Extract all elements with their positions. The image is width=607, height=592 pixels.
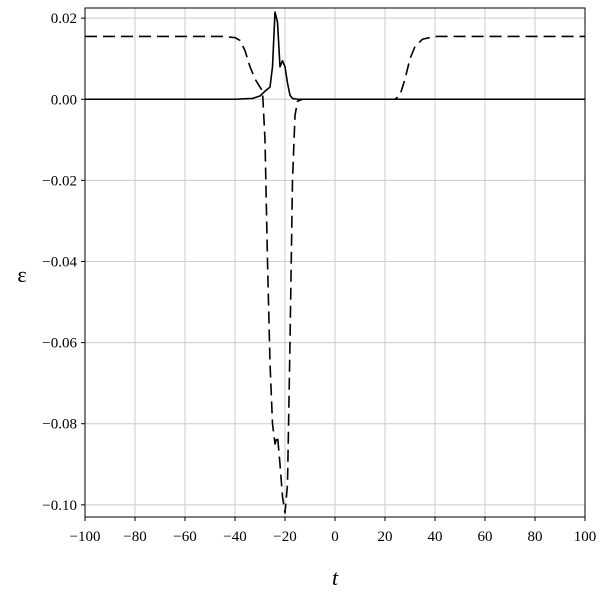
series-line-dashed — [85, 35, 585, 514]
x-tick-label: 20 — [378, 529, 393, 545]
y-tick-label: −0.08 — [42, 417, 77, 433]
x-tick-label: 100 — [574, 529, 597, 545]
x-tick-label: −100 — [70, 529, 101, 545]
y-tick-label: 0.00 — [51, 92, 77, 108]
x-tick-label: 0 — [331, 529, 339, 545]
x-tick-label: −60 — [173, 529, 196, 545]
x-tick-label: 60 — [478, 529, 493, 545]
y-axis-title: ε — [17, 262, 26, 287]
x-tick-label: 40 — [428, 529, 443, 545]
series-line-solid — [85, 11, 585, 101]
y-tick-label: −0.06 — [42, 336, 77, 352]
x-tick-label: −80 — [123, 529, 146, 545]
x-axis-title: t — [332, 565, 339, 590]
tick-layer: −100 −80 −60 −40 −20 0 20 40 60 80 100 0.02 0.00 −0.0… — [42, 11, 596, 545]
x-tick-label: −40 — [223, 529, 246, 545]
y-tick-label: −0.10 — [42, 498, 77, 514]
x-tick-label: 80 — [528, 529, 543, 545]
y-tick-label: −0.02 — [42, 173, 77, 189]
y-tick-label: 0.02 — [51, 11, 77, 27]
series-layer — [85, 11, 585, 514]
y-tick-label: −0.04 — [42, 254, 77, 270]
x-tick-label: −20 — [273, 529, 296, 545]
